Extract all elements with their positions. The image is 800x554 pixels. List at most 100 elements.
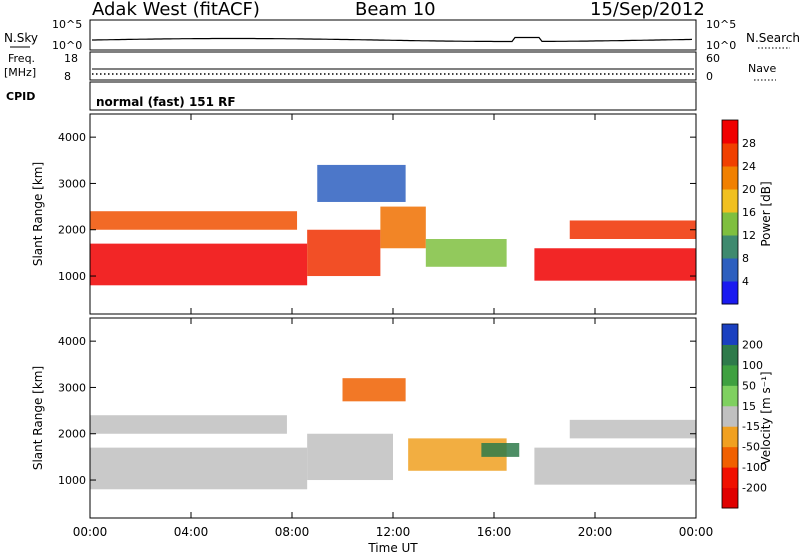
colorbar-swatch-0 — [722, 487, 738, 509]
colorbar-tick-4: 20 — [742, 183, 756, 196]
colorbar-swatch-7 — [722, 120, 738, 144]
ytick-label-2: 3000 — [58, 381, 86, 394]
ytick-label-1: 2000 — [58, 428, 86, 441]
power-ylabel: Slant Range [km] — [31, 162, 45, 266]
colorbar-tick-2: 50 — [742, 379, 756, 392]
echo-band-4 — [534, 248, 696, 281]
colorbar-tick-0: 200 — [742, 338, 763, 351]
colorbar-tick-5: -50 — [742, 441, 760, 454]
echo-band-3 — [425, 239, 507, 267]
xtick-label-4: 16:00 — [477, 525, 512, 539]
xtick-label-2: 08:00 — [275, 525, 310, 539]
colorbar-tick-2: 12 — [742, 229, 756, 242]
colorbar-tick-1: 8 — [742, 252, 749, 265]
colorbar-tick-1: 100 — [742, 359, 763, 372]
xtick-label-6: 00:00 — [679, 525, 714, 539]
freq-tick-top: 18 — [64, 52, 78, 65]
freq-unit: [MHz] — [4, 66, 36, 79]
echo-band-5 — [90, 211, 298, 230]
nsearch-tick-bottom: 10^0 — [706, 39, 736, 52]
time-axis-label: Time UT — [367, 541, 418, 554]
ytick-label-2: 3000 — [58, 177, 86, 190]
echo-band-0 — [90, 243, 308, 286]
xtick-label-0: 00:00 — [73, 525, 108, 539]
velocity-ylabel: Slant Range [km] — [31, 366, 45, 470]
cpid-text: normal (fast) 151 RF — [96, 95, 236, 109]
colorbar-swatch-1 — [722, 467, 738, 489]
echo-band-1 — [307, 229, 381, 277]
nsky-label: N.Sky — [4, 31, 38, 45]
colorbar-swatch-2 — [722, 446, 738, 468]
ytick-label-0: 1000 — [58, 270, 86, 283]
nsky-trace — [92, 36, 693, 43]
colorbar-tick-5: 24 — [742, 160, 756, 173]
colorbar-swatch-6 — [722, 143, 738, 167]
echo-band-7 — [317, 164, 406, 202]
echo-band-2 — [380, 206, 426, 249]
colorbar-swatch-5 — [722, 385, 738, 407]
echo-band-7 — [481, 443, 520, 457]
echo-band-1 — [90, 415, 287, 434]
colorbar-tick-3: 15 — [742, 400, 756, 413]
colorbar-swatch-6 — [722, 364, 738, 386]
velocity-colorbar: 200 100 50 15 -15 -50 -100 -200 — [721, 323, 767, 509]
freq-panel — [89, 51, 697, 81]
colorbar-swatch-4 — [722, 189, 738, 213]
nsky-panel — [89, 19, 697, 51]
echo-band-6 — [569, 419, 696, 439]
date-title: 15/Sep/2012 — [590, 0, 705, 20]
colorbar-tick-6: 28 — [742, 137, 756, 150]
colorbar-tick-7: -200 — [742, 482, 767, 495]
cpid-panel — [89, 81, 697, 111]
ytick-label-3: 4000 — [58, 335, 86, 348]
colorbar-swatch-8 — [722, 324, 738, 345]
power-axis: 1000 2000 3000 4000 — [58, 131, 696, 283]
freq-label: Freq. — [8, 52, 35, 65]
ytick-label-1: 2000 — [58, 224, 86, 237]
beam-title: Beam 10 — [355, 0, 436, 20]
colorbar-swatch-2 — [722, 235, 738, 259]
nsky-tick-top: 10^5 — [52, 18, 82, 31]
echo-band-2 — [307, 433, 393, 481]
ytick-label-3: 4000 — [58, 131, 86, 144]
colorbar-swatch-7 — [722, 344, 738, 366]
colorbar-tick-4: -15 — [742, 420, 760, 433]
nsky-line — [92, 36, 693, 43]
velocity-colorbar-label: Velocity [m s⁻¹] — [759, 371, 773, 464]
colorbar-swatch-3 — [722, 212, 738, 236]
station-title: Adak West (fitACF) — [92, 0, 260, 20]
colorbar-swatch-1 — [722, 258, 738, 282]
echo-band-0 — [90, 447, 308, 490]
nsearch-label: N.Search — [746, 31, 800, 45]
nsearch-tick-top: 10^5 — [706, 18, 736, 31]
colorbar-frame — [721, 323, 739, 509]
colorbar-swatch-5 — [722, 166, 738, 190]
nave-tick-bottom: 0 — [706, 70, 713, 83]
time-axis: 00:00 04:00 08:00 12:00 16:00 20:00 00:00 — [73, 114, 714, 539]
colorbar-swatch-0 — [722, 281, 738, 305]
power-colorbar: 4 8 12 16 20 24 28 — [721, 119, 756, 305]
colorbar-tick-0: 4 — [742, 275, 749, 288]
ytick-label-0: 1000 — [58, 474, 86, 487]
nsky-tick-bottom: 10^0 — [52, 39, 82, 52]
echo-band-6 — [569, 220, 696, 239]
nave-tick-top: 60 — [706, 52, 720, 65]
power-colorbar-label: Power [dB] — [759, 181, 773, 246]
cpid-label: CPID — [6, 90, 35, 103]
colorbar-swatch-3 — [722, 426, 738, 448]
freq-tick-bottom: 8 — [64, 70, 71, 83]
colorbar-frame — [721, 119, 739, 305]
velocity-data — [90, 378, 696, 490]
xtick-label-5: 20:00 — [578, 525, 613, 539]
echo-band-5 — [534, 447, 696, 485]
xtick-label-1: 04:00 — [174, 525, 209, 539]
power-data — [90, 164, 696, 286]
velocity-axis: 1000 2000 3000 4000 — [58, 335, 696, 487]
nave-label: Nave — [748, 62, 776, 75]
echo-band-4 — [342, 378, 406, 402]
colorbar-tick-3: 16 — [742, 206, 756, 219]
xtick-label-3: 12:00 — [376, 525, 411, 539]
colorbar-swatch-4 — [722, 405, 738, 427]
colorbar-tick-6: -100 — [742, 461, 767, 474]
